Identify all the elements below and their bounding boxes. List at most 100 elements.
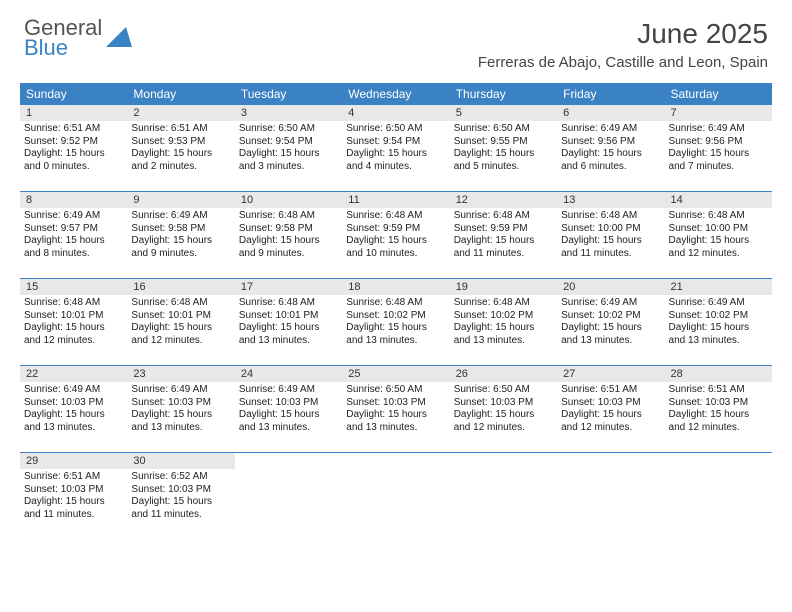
calendar-empty-cell <box>665 453 772 539</box>
day-details: Sunrise: 6:50 AMSunset: 9:55 PMDaylight:… <box>450 121 557 175</box>
calendar-day-cell: 9Sunrise: 6:49 AMSunset: 9:58 PMDaylight… <box>127 192 234 278</box>
daylight-line: Daylight: 15 hours and 11 minutes. <box>24 496 123 521</box>
daylight-line: Daylight: 15 hours and 13 minutes. <box>346 409 445 434</box>
calendar-day-cell: 7Sunrise: 6:49 AMSunset: 9:56 PMDaylight… <box>665 105 772 191</box>
day-number: 11 <box>342 192 449 208</box>
sunrise-line: Sunrise: 6:51 AM <box>131 123 230 136</box>
day-details: Sunrise: 6:48 AMSunset: 10:00 PMDaylight… <box>557 208 664 262</box>
day-details: Sunrise: 6:51 AMSunset: 10:03 PMDaylight… <box>665 382 772 436</box>
sunset-line: Sunset: 9:57 PM <box>24 223 123 236</box>
sunrise-line: Sunrise: 6:48 AM <box>24 297 123 310</box>
daylight-line: Daylight: 15 hours and 13 minutes. <box>239 409 338 434</box>
daylight-line: Daylight: 15 hours and 6 minutes. <box>561 148 660 173</box>
daylight-line: Daylight: 15 hours and 2 minutes. <box>131 148 230 173</box>
daylight-line: Daylight: 15 hours and 12 minutes. <box>454 409 553 434</box>
day-number: 28 <box>665 366 772 382</box>
day-number: 10 <box>235 192 342 208</box>
sunset-line: Sunset: 9:55 PM <box>454 136 553 149</box>
calendar-week-row: 8Sunrise: 6:49 AMSunset: 9:57 PMDaylight… <box>20 192 772 279</box>
day-details: Sunrise: 6:49 AMSunset: 10:02 PMDaylight… <box>665 295 772 349</box>
calendar-week-row: 15Sunrise: 6:48 AMSunset: 10:01 PMDaylig… <box>20 279 772 366</box>
calendar-empty-cell <box>557 453 664 539</box>
day-number: 20 <box>557 279 664 295</box>
sunrise-line: Sunrise: 6:49 AM <box>131 210 230 223</box>
sunset-line: Sunset: 10:03 PM <box>346 397 445 410</box>
sunset-line: Sunset: 10:03 PM <box>561 397 660 410</box>
location-subtitle: Ferreras de Abajo, Castille and Leon, Sp… <box>478 54 768 71</box>
calendar-day-cell: 5Sunrise: 6:50 AMSunset: 9:55 PMDaylight… <box>450 105 557 191</box>
sunset-line: Sunset: 10:02 PM <box>346 310 445 323</box>
sunrise-line: Sunrise: 6:52 AM <box>131 471 230 484</box>
day-details: Sunrise: 6:48 AMSunset: 10:01 PMDaylight… <box>20 295 127 349</box>
calendar-day-cell: 13Sunrise: 6:48 AMSunset: 10:00 PMDaylig… <box>557 192 664 278</box>
day-number: 15 <box>20 279 127 295</box>
sunset-line: Sunset: 10:03 PM <box>24 484 123 497</box>
calendar-day-cell: 16Sunrise: 6:48 AMSunset: 10:01 PMDaylig… <box>127 279 234 365</box>
calendar-day-cell: 22Sunrise: 6:49 AMSunset: 10:03 PMDaylig… <box>20 366 127 452</box>
day-number: 6 <box>557 105 664 121</box>
sunset-line: Sunset: 10:01 PM <box>24 310 123 323</box>
day-details: Sunrise: 6:50 AMSunset: 9:54 PMDaylight:… <box>342 121 449 175</box>
calendar-day-cell: 8Sunrise: 6:49 AMSunset: 9:57 PMDaylight… <box>20 192 127 278</box>
weekday-header: Monday <box>127 83 234 105</box>
day-number <box>450 453 557 469</box>
logo-line2: Blue <box>24 35 68 60</box>
calendar-week-row: 1Sunrise: 6:51 AMSunset: 9:52 PMDaylight… <box>20 105 772 192</box>
daylight-line: Daylight: 15 hours and 13 minutes. <box>346 322 445 347</box>
calendar-day-cell: 14Sunrise: 6:48 AMSunset: 10:00 PMDaylig… <box>665 192 772 278</box>
sunrise-line: Sunrise: 6:49 AM <box>561 297 660 310</box>
day-number: 8 <box>20 192 127 208</box>
day-details: Sunrise: 6:51 AMSunset: 9:52 PMDaylight:… <box>20 121 127 175</box>
sunset-line: Sunset: 10:03 PM <box>454 397 553 410</box>
sunrise-line: Sunrise: 6:49 AM <box>239 384 338 397</box>
calendar-day-cell: 21Sunrise: 6:49 AMSunset: 10:02 PMDaylig… <box>665 279 772 365</box>
logo: General Blue <box>24 18 132 58</box>
sunrise-line: Sunrise: 6:50 AM <box>454 384 553 397</box>
daylight-line: Daylight: 15 hours and 11 minutes. <box>454 235 553 260</box>
sunset-line: Sunset: 10:03 PM <box>131 484 230 497</box>
sunset-line: Sunset: 9:59 PM <box>454 223 553 236</box>
sunrise-line: Sunrise: 6:49 AM <box>24 384 123 397</box>
sunset-line: Sunset: 10:00 PM <box>561 223 660 236</box>
calendar-day-cell: 24Sunrise: 6:49 AMSunset: 10:03 PMDaylig… <box>235 366 342 452</box>
day-details: Sunrise: 6:49 AMSunset: 10:03 PMDaylight… <box>127 382 234 436</box>
sunrise-line: Sunrise: 6:51 AM <box>24 471 123 484</box>
day-details: Sunrise: 6:51 AMSunset: 10:03 PMDaylight… <box>557 382 664 436</box>
sunrise-line: Sunrise: 6:50 AM <box>346 384 445 397</box>
daylight-line: Daylight: 15 hours and 8 minutes. <box>24 235 123 260</box>
sunrise-line: Sunrise: 6:48 AM <box>131 297 230 310</box>
day-number: 23 <box>127 366 234 382</box>
day-number: 5 <box>450 105 557 121</box>
day-number: 1 <box>20 105 127 121</box>
sunset-line: Sunset: 10:01 PM <box>239 310 338 323</box>
day-number: 9 <box>127 192 234 208</box>
sunset-line: Sunset: 9:58 PM <box>239 223 338 236</box>
sunrise-line: Sunrise: 6:48 AM <box>346 210 445 223</box>
day-number: 18 <box>342 279 449 295</box>
day-number <box>235 453 342 469</box>
calendar-day-cell: 19Sunrise: 6:48 AMSunset: 10:02 PMDaylig… <box>450 279 557 365</box>
day-number: 14 <box>665 192 772 208</box>
day-number: 25 <box>342 366 449 382</box>
daylight-line: Daylight: 15 hours and 13 minutes. <box>454 322 553 347</box>
daylight-line: Daylight: 15 hours and 4 minutes. <box>346 148 445 173</box>
weekday-header: Thursday <box>450 83 557 105</box>
calendar-week-row: 29Sunrise: 6:51 AMSunset: 10:03 PMDaylig… <box>20 453 772 539</box>
day-details: Sunrise: 6:48 AMSunset: 9:58 PMDaylight:… <box>235 208 342 262</box>
day-number: 17 <box>235 279 342 295</box>
day-details: Sunrise: 6:49 AMSunset: 9:56 PMDaylight:… <box>665 121 772 175</box>
day-details: Sunrise: 6:50 AMSunset: 9:54 PMDaylight:… <box>235 121 342 175</box>
sunset-line: Sunset: 10:03 PM <box>24 397 123 410</box>
day-number <box>342 453 449 469</box>
calendar-day-cell: 10Sunrise: 6:48 AMSunset: 9:58 PMDayligh… <box>235 192 342 278</box>
calendar-day-cell: 1Sunrise: 6:51 AMSunset: 9:52 PMDaylight… <box>20 105 127 191</box>
day-number: 13 <box>557 192 664 208</box>
header: General Blue June 2025 Ferreras de Abajo… <box>0 0 792 75</box>
day-details: Sunrise: 6:49 AMSunset: 10:03 PMDaylight… <box>20 382 127 436</box>
title-block: June 2025 Ferreras de Abajo, Castille an… <box>478 18 768 71</box>
weekday-header: Sunday <box>20 83 127 105</box>
sunset-line: Sunset: 9:56 PM <box>561 136 660 149</box>
day-number: 16 <box>127 279 234 295</box>
day-details: Sunrise: 6:48 AMSunset: 9:59 PMDaylight:… <box>342 208 449 262</box>
sunrise-line: Sunrise: 6:48 AM <box>561 210 660 223</box>
